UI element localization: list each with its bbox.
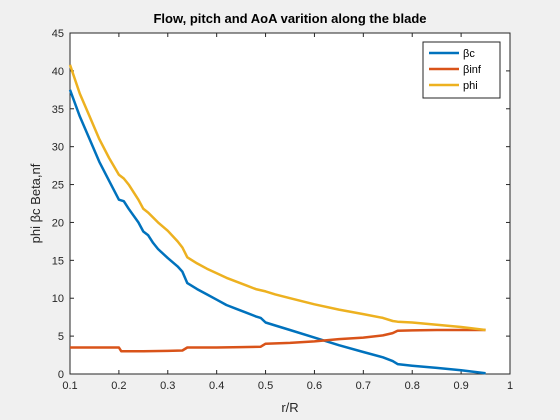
y-tick-label: 40 bbox=[52, 66, 64, 78]
y-tick-label: 25 bbox=[52, 180, 64, 192]
x-tick-label: 0.6 bbox=[307, 380, 322, 392]
ticks: 0.1 0.2 0.3 0.4 0.5 0.6 0.7 0.8 0.9 1051015202530… bbox=[52, 28, 513, 392]
legend-box bbox=[422, 41, 501, 99]
legend-label: phi bbox=[463, 80, 478, 92]
y-axis-label: phi βc Beta,nf bbox=[28, 163, 43, 243]
series-line-2 bbox=[68, 64, 486, 332]
x-tick-label: 1 bbox=[507, 380, 513, 392]
legend-label: βc bbox=[463, 48, 475, 60]
y-tick-label: 5 bbox=[58, 331, 64, 343]
x-tick-label: 0.8 bbox=[405, 380, 420, 392]
series-lines bbox=[68, 64, 486, 375]
legend-label: βinf bbox=[463, 64, 482, 76]
x-tick-label: 0.3 bbox=[160, 380, 175, 392]
series-line-1 bbox=[70, 328, 486, 353]
y-tick-label: 20 bbox=[52, 217, 64, 229]
x-tick-label: 0.4 bbox=[209, 380, 224, 392]
y-tick-label: 45 bbox=[52, 28, 64, 40]
x-tick-label: 0.9 bbox=[453, 380, 468, 392]
x-tick-label: 0.2 bbox=[111, 380, 126, 392]
x-axis-label: r/R bbox=[281, 400, 298, 415]
x-tick-label: 0.5 bbox=[258, 380, 273, 392]
y-tick-label: 10 bbox=[52, 293, 64, 305]
x-tick-label: 0.7 bbox=[356, 380, 371, 392]
y-tick-label: 0 bbox=[58, 369, 64, 381]
y-tick-label: 35 bbox=[52, 104, 64, 116]
series-line-0 bbox=[68, 89, 486, 375]
chart-title: Flow, pitch and AoA varition along the b… bbox=[153, 11, 426, 26]
legend: βc βinf phi bbox=[422, 41, 501, 99]
y-tick-label: 15 bbox=[52, 255, 64, 267]
x-tick-label: 0.1 bbox=[62, 380, 77, 392]
y-tick-label: 30 bbox=[52, 142, 64, 154]
